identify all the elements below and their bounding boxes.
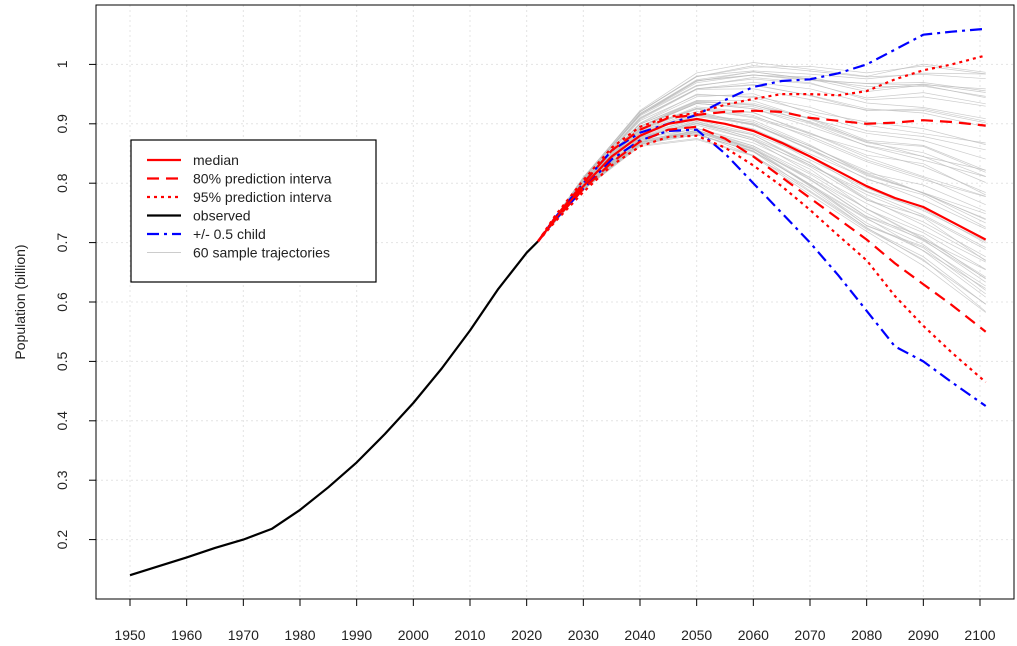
- series-line-observed: [129, 240, 539, 577]
- sample-trajectory-line: [537, 130, 986, 280]
- x-tick-label: 2020: [511, 627, 542, 643]
- y-tick-label: 0.8: [54, 173, 70, 193]
- x-tick-label: 2000: [398, 627, 429, 643]
- y-tick-label: 0.5: [54, 351, 70, 371]
- x-tick-label: 2050: [681, 627, 712, 643]
- legend-label: 95% prediction interva: [193, 189, 332, 205]
- x-tick-label: 2040: [624, 627, 655, 643]
- legend-label: +/- 0.5 child: [193, 226, 266, 242]
- x-tick-label: 1970: [228, 627, 259, 643]
- x-tick-label: 1990: [341, 627, 372, 643]
- sample-trajectory-line: [537, 62, 986, 242]
- legend-label: observed: [193, 208, 251, 224]
- sample-trajectory-line: [537, 103, 986, 242]
- y-tick-label: 1: [54, 60, 70, 68]
- x-tick-label: 1980: [284, 627, 315, 643]
- x-tick-label: 2030: [568, 627, 599, 643]
- legend-label: median: [193, 152, 239, 168]
- y-axis-title: Population (billion): [12, 244, 28, 359]
- x-tick-label: 2100: [964, 627, 995, 643]
- legend-label: 60 sample trajectories: [193, 245, 330, 261]
- x-tick-label: 2090: [908, 627, 939, 643]
- y-tick-label: 0.7: [54, 233, 70, 253]
- x-tick-label: 2010: [454, 627, 485, 643]
- sample-trajectory-line: [537, 117, 986, 242]
- y-tick-label: 0.6: [54, 292, 70, 312]
- x-tick-label: 1960: [171, 627, 202, 643]
- series-line-pi95-upper: [537, 54, 986, 243]
- x-tick-label: 2080: [851, 627, 882, 643]
- x-tick-label: 1950: [114, 627, 145, 643]
- sample-trajectory-line: [537, 102, 986, 242]
- y-tick-label: 0.3: [54, 470, 70, 490]
- sample-trajectory-line: [537, 117, 986, 242]
- x-axis: 1950 1960 1970 1980 1990 2000 2010 2020 2030 2040…: [114, 599, 996, 643]
- series-line-pi80-upper: [537, 109, 986, 243]
- x-tick-label: 2060: [738, 627, 769, 643]
- y-axis: 0.2 0.3 0.4 0.5 0.6 0.7 0.8 0.9 1: [54, 60, 96, 549]
- x-tick-label: 2070: [794, 627, 825, 643]
- legend-box: [130, 139, 377, 283]
- series-line-median: [537, 117, 987, 243]
- y-tick-label: 0.4: [54, 411, 70, 431]
- series-line-minus-half-child: [537, 128, 987, 407]
- y-tick-label: 0.9: [54, 114, 70, 134]
- y-tick-label: 0.2: [54, 530, 70, 550]
- data-series: [129, 27, 987, 577]
- legend: median 80% prediction interva 95% predicti…: [130, 139, 377, 283]
- legend-label: 80% prediction interva: [193, 171, 332, 187]
- series-line-pi95-lower: [537, 134, 987, 384]
- series-line-pi80-lower: [537, 125, 987, 333]
